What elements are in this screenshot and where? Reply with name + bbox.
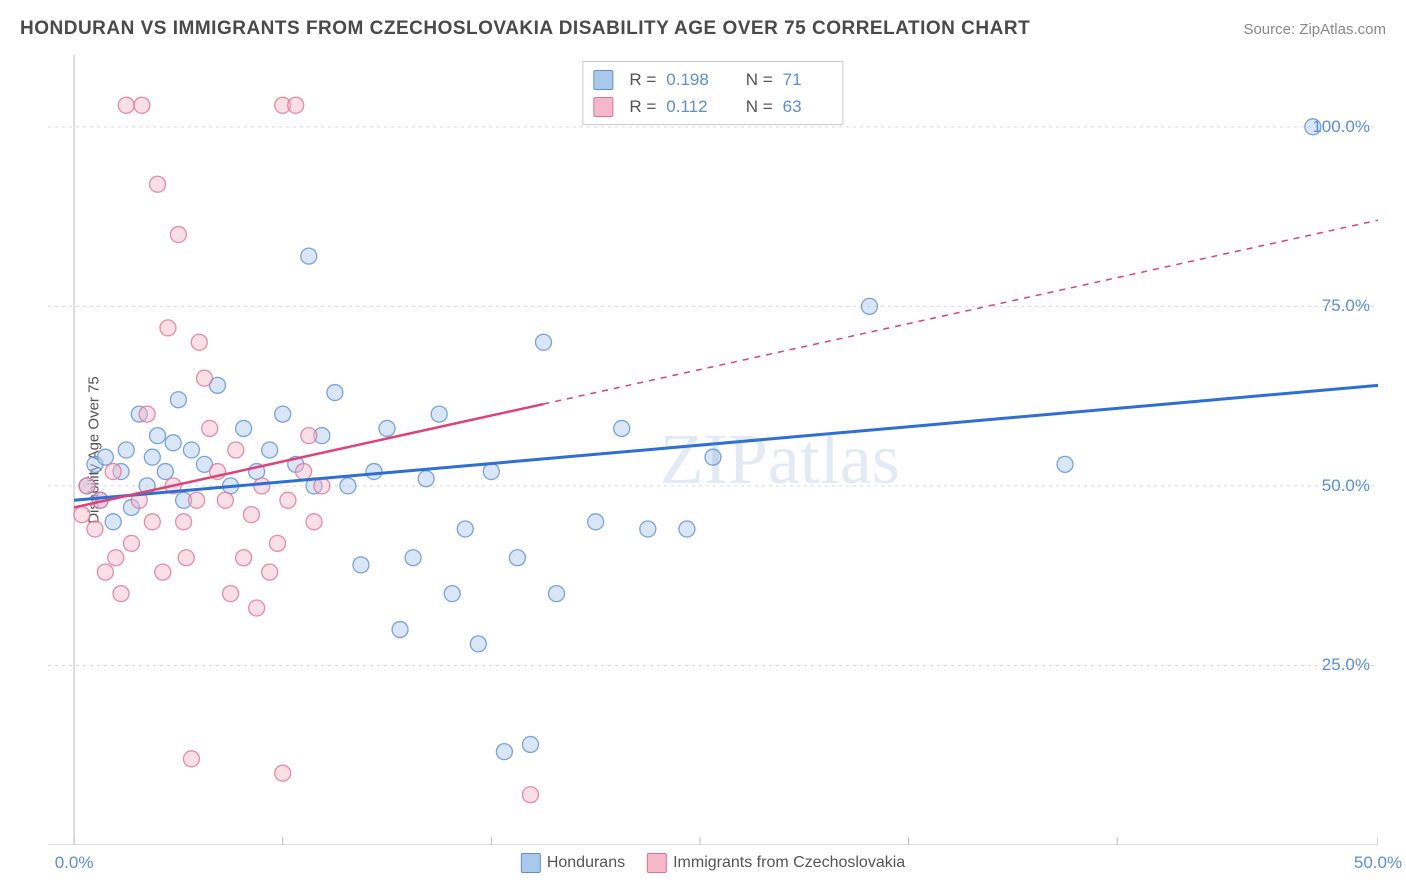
r-value: 0.198: [666, 66, 716, 93]
correlation-legend-row: R = 0.198 N = 71: [593, 66, 832, 93]
r-label: R =: [629, 66, 656, 93]
correlation-legend-row: R = 0.112 N = 63: [593, 93, 832, 120]
x-tick-label: 0.0%: [55, 853, 94, 873]
series-legend-item: Hondurans: [521, 853, 625, 873]
chart-area: Disability Age Over 75 ZIPatlas 25.0%50.…: [48, 55, 1378, 845]
y-tick-label: 100.0%: [1312, 117, 1370, 137]
legend-swatch: [521, 853, 541, 873]
legend-swatch: [647, 853, 667, 873]
legend-swatch: [593, 70, 613, 90]
r-value: 0.112: [666, 93, 716, 120]
y-tick-label: 25.0%: [1322, 655, 1370, 675]
correlation-legend: R = 0.198 N = 71R = 0.112 N = 63: [582, 61, 843, 125]
x-tick-label: 50.0%: [1354, 853, 1402, 873]
r-label: R =: [629, 93, 656, 120]
n-label: N =: [746, 66, 773, 93]
chart-container: HONDURAN VS IMMIGRANTS FROM CZECHOSLOVAK…: [0, 0, 1406, 892]
scatter-plot: [48, 55, 1378, 845]
legend-swatch: [593, 97, 613, 117]
series-label: Immigrants from Czechoslovakia: [673, 854, 905, 871]
n-value: 63: [783, 93, 833, 120]
series-label: Hondurans: [547, 854, 625, 871]
chart-header: HONDURAN VS IMMIGRANTS FROM CZECHOSLOVAK…: [20, 18, 1386, 40]
chart-source: Source: ZipAtlas.com: [1243, 21, 1386, 38]
y-tick-label: 75.0%: [1322, 296, 1370, 316]
n-value: 71: [783, 66, 833, 93]
series-legend: Hondurans Immigrants from Czechoslovakia: [521, 853, 905, 873]
n-label: N =: [746, 93, 773, 120]
chart-title: HONDURAN VS IMMIGRANTS FROM CZECHOSLOVAK…: [20, 18, 1030, 40]
y-tick-label: 50.0%: [1322, 476, 1370, 496]
series-legend-item: Immigrants from Czechoslovakia: [647, 853, 905, 873]
